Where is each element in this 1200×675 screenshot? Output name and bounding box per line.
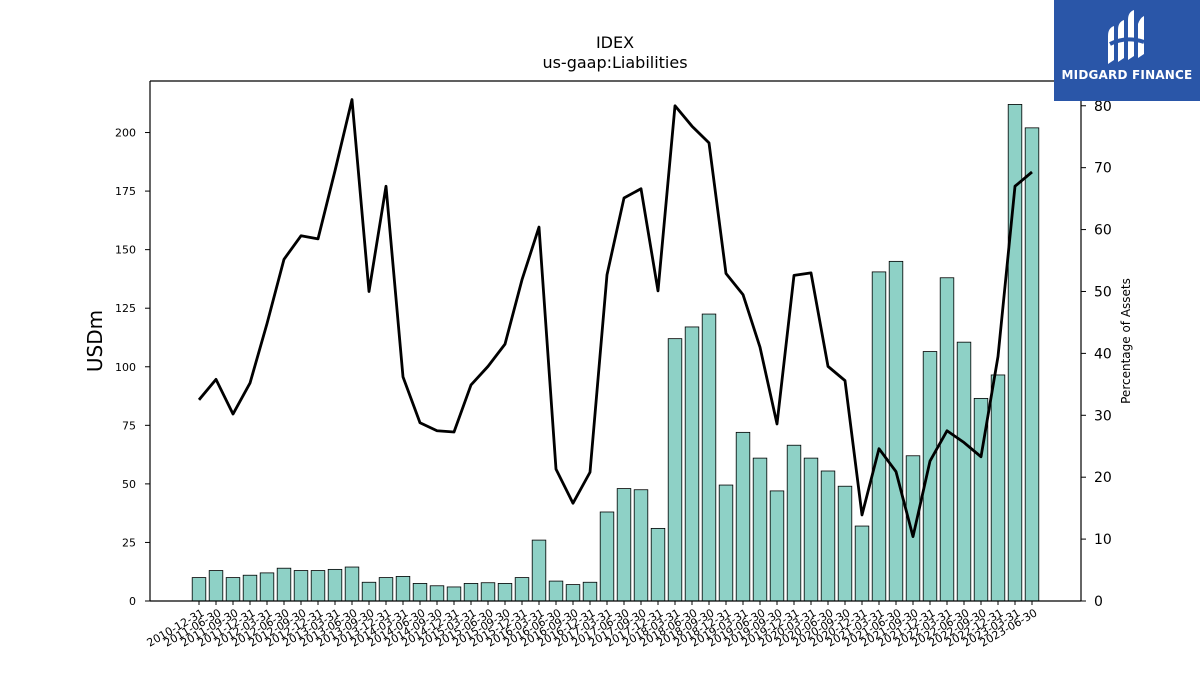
bar-2021-06-30 <box>888 260 904 602</box>
bar-2019-06-30 <box>752 457 768 602</box>
bar-2011-09-30 <box>225 577 241 602</box>
y-tick-label-25: 25 <box>122 536 136 549</box>
bar-2020-03-31 <box>803 457 819 602</box>
y-tick-label-75: 75 <box>122 419 136 432</box>
y-tick-label-200: 200 <box>115 127 136 140</box>
bar-2012-03-31 <box>259 572 275 602</box>
bar-2011-12-31 <box>242 574 258 602</box>
bar-2013-12-31 <box>378 577 394 602</box>
chart-title: IDEX <box>596 33 634 52</box>
bar-2014-09-30 <box>429 585 445 602</box>
bar-2016-03-31 <box>531 539 547 602</box>
bar-2015-06-30 <box>480 582 496 602</box>
y2-tick-label-0: 0 <box>1094 594 1103 610</box>
y2-axis-label: Percentage of Assets <box>1119 278 1133 404</box>
bar-2016-12-31 <box>582 581 598 602</box>
line-percentage-of-assets <box>197 98 1033 539</box>
y2-tick-label-50: 50 <box>1094 284 1112 300</box>
chart-subtitle: us-gaap:Liabilities <box>542 53 687 72</box>
bar-2011-06-30 <box>208 570 224 602</box>
bar-2015-09-30 <box>497 583 513 602</box>
axes-layer: 0255075100125150175200010203040506070802… <box>115 80 1112 650</box>
bar-2018-06-30 <box>684 326 700 602</box>
bar-2022-12-31 <box>990 374 1006 602</box>
bar-2013-03-31 <box>327 568 343 602</box>
y-tick-label-150: 150 <box>115 244 136 257</box>
bar-2017-06-30 <box>616 488 632 602</box>
bar-2018-03-31 <box>667 338 683 602</box>
y-tick-label-0: 0 <box>129 595 136 608</box>
midgard-logo-icon <box>1108 10 1145 64</box>
bar-2017-03-31 <box>599 511 615 602</box>
bar-2020-06-30 <box>820 470 836 602</box>
bar-2012-06-30 <box>276 567 292 602</box>
bar-2013-09-30 <box>361 581 377 602</box>
bar-2021-09-30 <box>905 455 921 602</box>
y-tick-label-175: 175 <box>115 185 136 198</box>
y-tick-label-125: 125 <box>115 302 136 315</box>
y2-tick-label-80: 80 <box>1094 99 1112 115</box>
bar-2012-12-31 <box>310 570 326 602</box>
bar-2018-12-31 <box>718 484 734 602</box>
bar-2016-06-30 <box>548 580 564 602</box>
bar-2017-09-30 <box>633 489 649 602</box>
bar-2020-12-31 <box>854 525 870 602</box>
y2-tick-label-30: 30 <box>1094 408 1112 424</box>
bar-2019-09-30 <box>769 490 785 602</box>
bar-2019-12-31 <box>786 444 802 602</box>
bar-2013-06-30 <box>344 566 360 602</box>
y2-tick-label-40: 40 <box>1094 346 1112 362</box>
bar-2019-03-31 <box>735 431 751 602</box>
y2-tick-label-70: 70 <box>1094 161 1112 177</box>
bar-2022-06-30 <box>956 341 972 602</box>
y2-tick-label-20: 20 <box>1094 470 1112 486</box>
bar-2023-03-31 <box>1007 104 1023 602</box>
bar-2012-09-30 <box>293 570 309 602</box>
bar-2010-12-31 <box>191 577 207 602</box>
bar-2023-06-30 <box>1024 127 1040 602</box>
y-axis-label: USDm <box>83 310 107 372</box>
bar-2020-09-30 <box>837 485 853 602</box>
bars-layer <box>191 104 1040 602</box>
bar-2018-09-30 <box>701 313 717 602</box>
y2-tick-label-10: 10 <box>1094 532 1112 548</box>
y-tick-label-100: 100 <box>115 361 136 374</box>
line-layer <box>197 98 1033 539</box>
bar-2017-12-31 <box>650 527 666 602</box>
bar-2015-12-31 <box>514 577 530 602</box>
bar-2015-03-31 <box>463 583 479 602</box>
bar-2021-03-31 <box>871 271 887 602</box>
bar-2014-12-31 <box>446 586 462 602</box>
y2-tick-label-60: 60 <box>1094 223 1112 239</box>
bar-2016-09-30 <box>565 584 581 602</box>
brand-logo: MIDGARD FINANCE <box>1054 0 1200 101</box>
bar-2014-06-30 <box>412 583 428 602</box>
bar-2014-03-31 <box>395 576 411 602</box>
logo-text: MIDGARD FINANCE <box>1061 68 1193 82</box>
y-tick-label-50: 50 <box>122 478 136 491</box>
